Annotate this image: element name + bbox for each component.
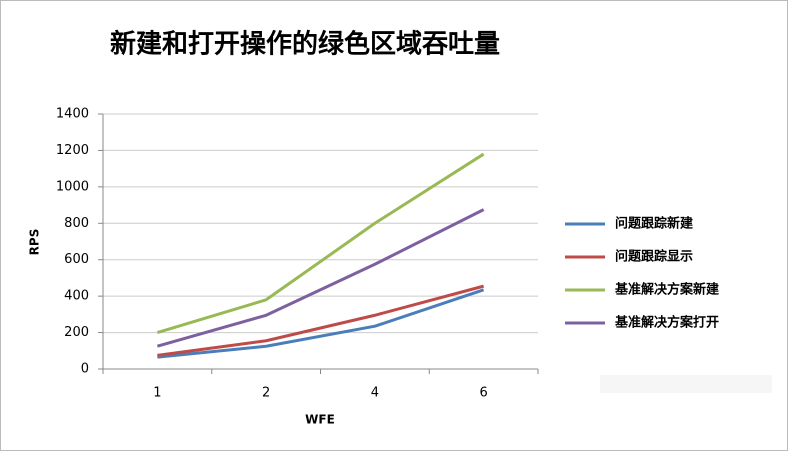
legend-label: 问题跟踪显示 [615,249,693,265]
x-tick-label: 4 [371,386,379,401]
y-tick-label: 1400 [56,107,89,122]
y-tick-label: 800 [64,216,89,231]
chart-title: 新建和打开操作的绿色区域吞吐量 [110,29,500,60]
series-line [156,208,485,348]
x-axis-label: WFE [305,413,335,427]
y-tick-label: 600 [64,252,89,267]
y-tick-label: 1000 [56,179,89,194]
y-tick-label: 1200 [56,143,89,158]
y-tick-label: 200 [64,325,89,340]
y-tick-label: 0 [81,362,89,377]
series-line [157,284,485,357]
blank-panel [600,375,772,393]
legend-label: 基准解决方案新建 [614,282,719,298]
x-tick-label: 1 [153,386,161,401]
series-line [156,152,485,335]
y-tick-label: 400 [64,289,89,304]
x-tick-label: 6 [479,386,487,401]
legend-label: 问题跟踪新建 [615,216,693,232]
x-tick-label: 2 [262,386,270,401]
series-line [157,288,485,359]
y-axis-label: RPS [28,229,42,256]
legend-label: 基准解决方案打开 [614,315,719,331]
